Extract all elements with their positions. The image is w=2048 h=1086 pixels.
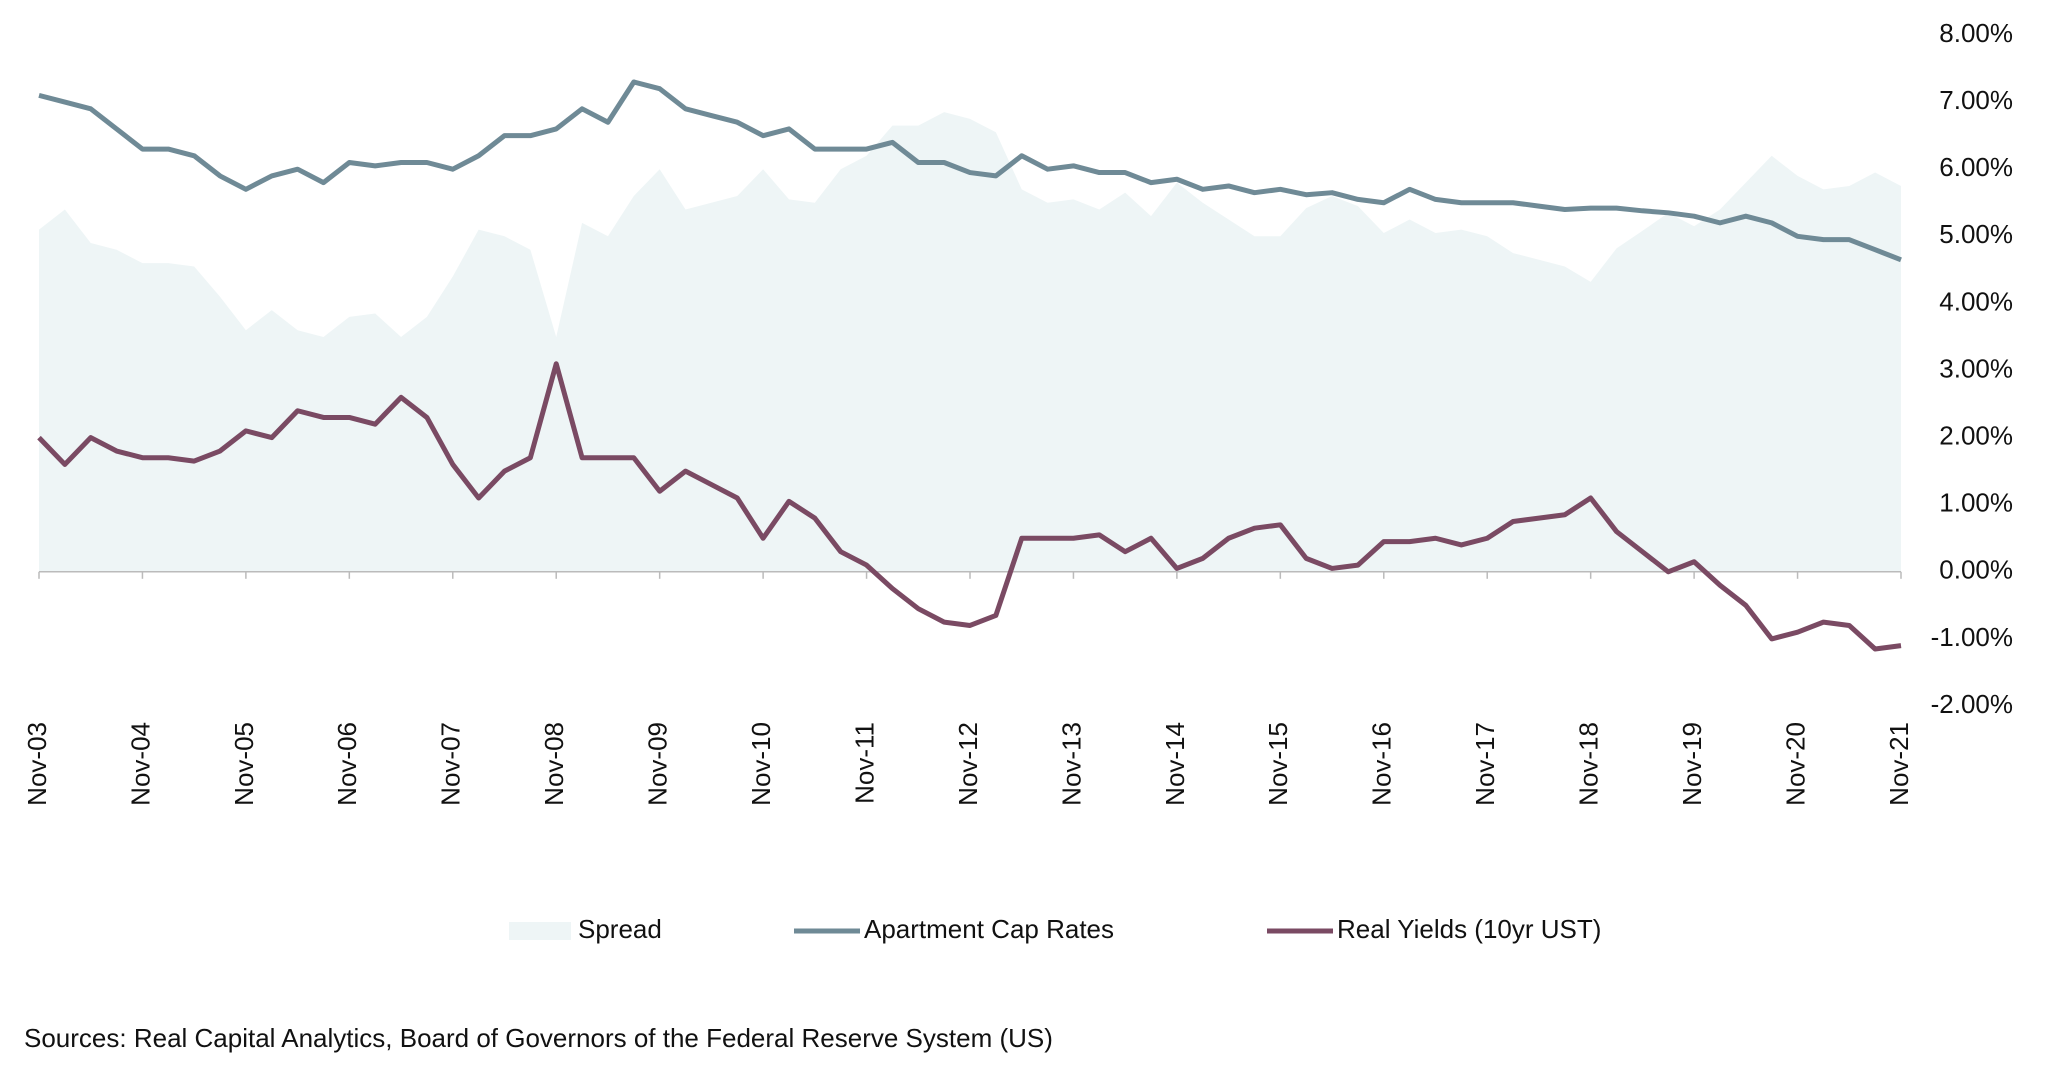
legend-label: Spread [578, 914, 662, 944]
axis-layer [38, 571, 1902, 579]
y-tick-label: 6.00% [1939, 152, 2013, 182]
x-tick-label: Nov-14 [1160, 722, 1190, 806]
series-line [37, 361, 1902, 652]
spread-area [39, 112, 1901, 572]
x-tick-label: Nov-19 [1677, 722, 1707, 806]
legend-label: Real Yields (10yr UST) [1337, 914, 1601, 944]
y-tick-label: 1.00% [1939, 488, 2013, 518]
x-tick-label: Nov-09 [643, 722, 673, 806]
x-tick-label: Nov-16 [1367, 722, 1397, 806]
x-tick-label: Nov-03 [22, 722, 52, 806]
x-tick-label: Nov-06 [332, 722, 362, 806]
x-tick-label: Nov-17 [1470, 722, 1500, 806]
series-line [38, 79, 1902, 263]
y-tick-label: -2.00% [1931, 689, 2013, 719]
y-tick-label: 5.00% [1939, 219, 2013, 249]
x-tick-label: Nov-04 [125, 722, 155, 806]
x-tick-label: Nov-13 [1056, 722, 1086, 806]
x-tick-label: Nov-18 [1574, 722, 1604, 806]
x-tick-label: Nov-05 [229, 722, 259, 806]
x-tick-label: Nov-20 [1780, 722, 1810, 806]
x-tick-label: Nov-10 [746, 722, 776, 806]
y-tick-label: 0.00% [1939, 555, 2013, 585]
y-tick-label: -1.00% [1931, 622, 2013, 652]
x-tick-label: Nov-07 [436, 722, 466, 806]
x-tick-label: Nov-11 [849, 722, 879, 804]
y-tick-label: 7.00% [1939, 85, 2013, 115]
x-tick-label: Nov-15 [1263, 722, 1293, 806]
legend-label: Apartment Cap Rates [864, 914, 1114, 944]
legend-swatch [509, 922, 571, 940]
x-tick-label: Nov-21 [1884, 722, 1914, 806]
x-tick-label: Nov-08 [539, 722, 569, 806]
x-tick-label: Nov-12 [953, 722, 983, 806]
y-tick-label: 2.00% [1939, 420, 2013, 450]
y-tick-label: 8.00% [1939, 18, 2013, 48]
area-layer [39, 112, 1901, 572]
line-layer [37, 79, 1902, 652]
y-tick-label: 3.00% [1939, 353, 2013, 383]
y-tick-label: 4.00% [1939, 286, 2013, 316]
source-note: Sources: Real Capital Analytics, Board o… [24, 1023, 1053, 1053]
